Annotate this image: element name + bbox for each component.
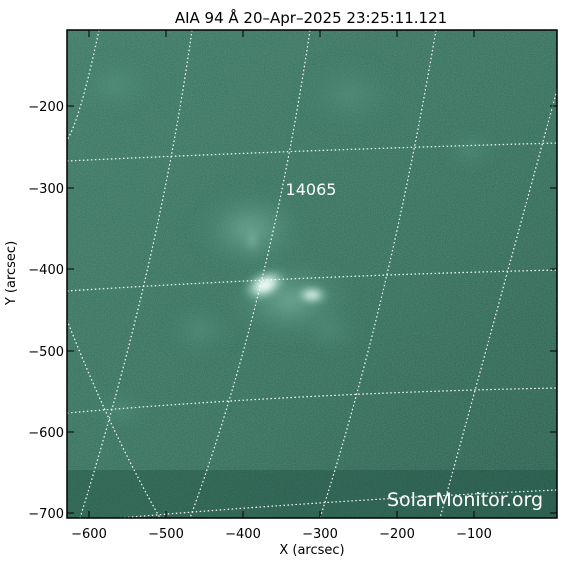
x-axis-label: X (arcsec) — [279, 543, 344, 558]
y-tick-label: −500 — [28, 345, 64, 360]
latitude-line — [67, 142, 557, 162]
latitude-line — [119, 489, 557, 518]
x-tick-label: −400 — [225, 527, 261, 542]
image-title: AIA 94 Å 20–Apr–2025 23:25:11.121 — [175, 8, 447, 27]
y-tick-label: −400 — [28, 263, 64, 278]
x-tick-label: −300 — [302, 527, 338, 542]
x-axis — [88, 30, 475, 518]
y-tick-label: −600 — [28, 426, 64, 441]
watermark: SolarMonitor.org — [387, 489, 543, 511]
longitude-line — [67, 319, 161, 518]
coordinate-grid — [67, 30, 557, 518]
x-tick-label: −600 — [71, 527, 107, 542]
y-axis — [67, 105, 557, 514]
longitude-line — [79, 30, 193, 518]
plot-frame — [66, 29, 558, 519]
latitude-line — [67, 269, 557, 292]
latitude-line — [67, 387, 557, 414]
y-tick-label: −700 — [28, 507, 64, 522]
solar-image — [67, 30, 557, 518]
longitude-line — [67, 30, 100, 141]
y-tick-label: −200 — [28, 100, 64, 115]
x-tick-label: −100 — [456, 527, 492, 542]
active-region-label: 14065 — [286, 180, 337, 199]
x-tick-label: −500 — [148, 527, 184, 542]
x-tick-label: −200 — [379, 527, 415, 542]
y-tick-label: −300 — [28, 182, 64, 197]
y-axis-label: Y (arcsec) — [4, 241, 19, 306]
